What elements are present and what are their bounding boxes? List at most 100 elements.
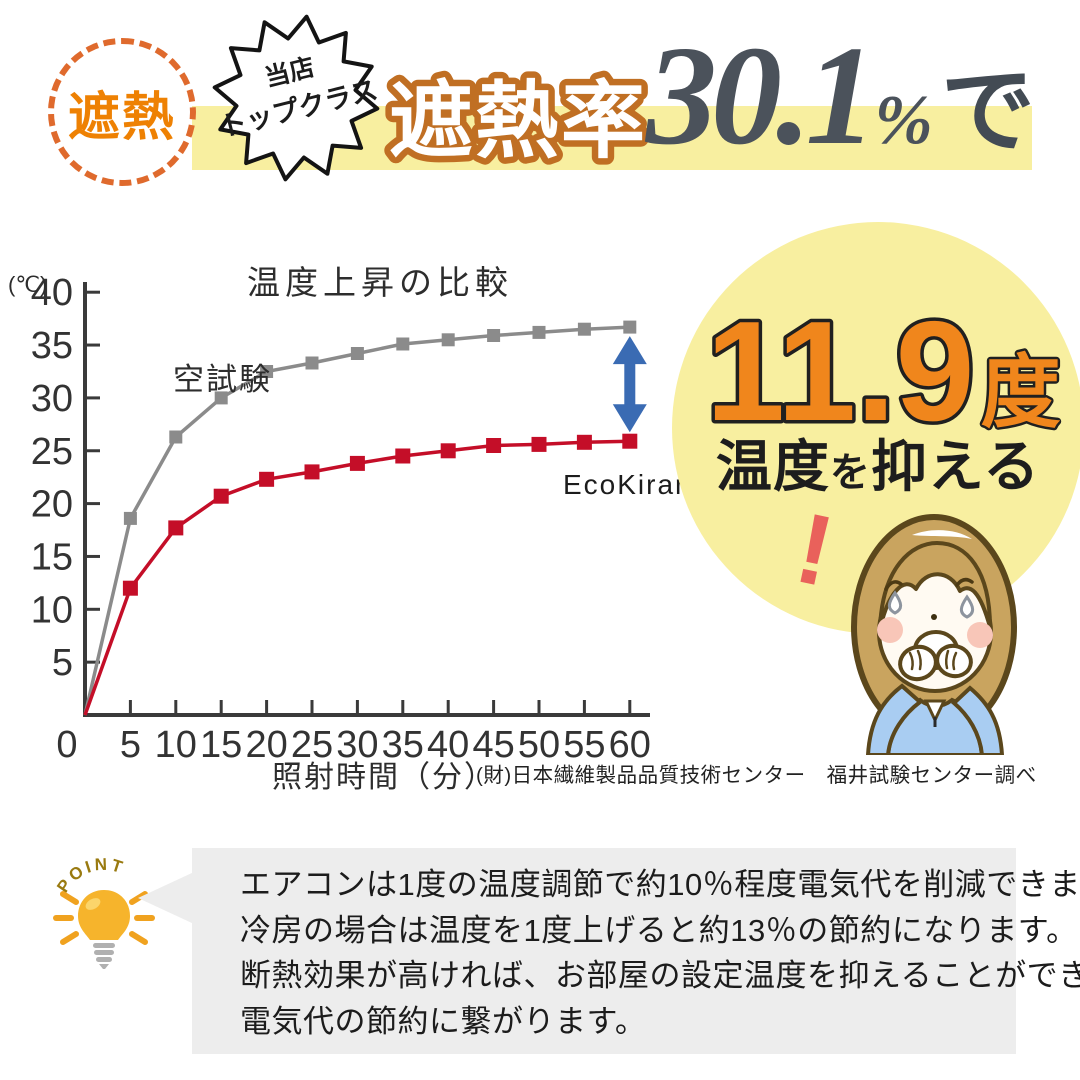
svg-text:45: 45 <box>472 724 514 766</box>
svg-text:0: 0 <box>56 724 77 766</box>
cheek-right <box>967 622 993 648</box>
svg-text:35: 35 <box>382 724 424 766</box>
svg-text:15: 15 <box>31 536 73 578</box>
point-line: エアコンは1度の温度調節で約10％程度電気代を削減できます。 <box>240 867 1080 902</box>
data-marker <box>532 325 546 339</box>
svg-text:30: 30 <box>336 724 378 766</box>
point-line: 電気代の節約に繋がります。 <box>240 1003 647 1039</box>
svg-text:5: 5 <box>52 642 73 684</box>
data-marker <box>123 511 137 525</box>
bulb-base <box>93 943 115 969</box>
outlined-title-text: 遮熱率 <box>389 74 647 168</box>
data-marker <box>305 356 319 370</box>
cheek-left <box>877 617 903 643</box>
data-marker <box>213 488 229 504</box>
y-axis-unit: (℃) <box>8 272 47 297</box>
svg-text:5: 5 <box>120 724 141 766</box>
svg-text:30: 30 <box>31 378 73 420</box>
sweat-drop-right <box>959 594 975 619</box>
series-line <box>83 439 630 716</box>
svg-text:35: 35 <box>31 325 73 367</box>
eyebrow-left <box>884 580 903 591</box>
data-marker <box>122 580 138 596</box>
data-marker <box>304 464 320 480</box>
svg-text:25: 25 <box>291 724 333 766</box>
data-marker <box>350 347 364 360</box>
sleeve-right <box>951 685 1005 755</box>
point-arc-label-text: POINT <box>53 855 124 896</box>
delta-caption: 温度を抑える <box>672 436 1080 498</box>
svg-text:10: 10 <box>31 589 73 631</box>
data-marker <box>486 438 502 453</box>
svg-text:20: 20 <box>31 484 73 526</box>
svg-text:60: 60 <box>609 724 651 766</box>
data-marker <box>168 520 184 536</box>
eyebrow-right <box>955 577 974 587</box>
svg-text:55: 55 <box>563 724 605 766</box>
hair-bangs <box>878 541 992 631</box>
delta-unit: 度 <box>981 348 1061 437</box>
point-box: エアコンは1度の温度調節で約10％程度電気代を削減できます。 冷房の場合は温度を… <box>192 848 1080 1054</box>
svg-text:50: 50 <box>518 724 560 766</box>
delta-value: 11.9度 <box>703 289 1064 455</box>
data-marker <box>487 329 501 342</box>
svg-text:40: 40 <box>31 272 73 314</box>
outlined-title: 遮熱率 <box>383 68 652 173</box>
svg-text:15: 15 <box>200 724 242 766</box>
chart-title: 温度上昇の比較 <box>247 264 513 301</box>
rate-suffix: で <box>940 60 1035 164</box>
rate-unit: % <box>874 82 933 159</box>
arrow-head-up <box>612 336 647 365</box>
rate-value: 30.1 <box>646 16 876 174</box>
svg-text:20: 20 <box>245 724 287 766</box>
caption-part3: 抑える <box>870 435 1041 498</box>
shading-badge-label: 遮熱 <box>67 88 176 147</box>
nose-dot <box>931 614 937 620</box>
svg-text:10: 10 <box>155 724 197 766</box>
arrow-head-down <box>612 404 647 433</box>
x-axis-label: 照射時間（分） <box>272 761 496 794</box>
bulb-shine <box>85 898 101 910</box>
rate-row: 30.1%で <box>646 24 1035 166</box>
source-note: (財)日本繊維製品品質技術センター 福井試験センター調べ <box>476 764 1037 787</box>
data-marker <box>622 433 638 449</box>
sweat-drop-left <box>887 590 903 615</box>
data-marker <box>623 320 637 334</box>
data-marker <box>259 471 275 487</box>
data-marker <box>440 443 456 459</box>
burst-bubble: 当店 トップクラス <box>212 14 381 182</box>
data-marker <box>349 455 365 471</box>
data-marker <box>395 448 411 464</box>
hair-highlight <box>912 530 972 539</box>
data-marker <box>169 430 183 444</box>
caption-part2: を <box>829 451 871 495</box>
delta-value-text: 11.9度 <box>706 292 1061 451</box>
point-arc-label: POINT <box>53 855 127 896</box>
data-marker <box>214 391 228 405</box>
point-line: 冷房の場合は温度を1度上げると約13％の節約になります。 <box>240 912 1078 948</box>
svg-text:25: 25 <box>31 431 73 473</box>
sleeve-left <box>865 683 924 755</box>
caption-part1: 温度 <box>715 435 830 498</box>
data-marker <box>260 365 274 378</box>
shading-badge: 遮熱 <box>48 38 196 186</box>
finger-lines <box>908 649 958 671</box>
bulb-glass <box>78 890 130 940</box>
delta-number: 11.9 <box>706 292 975 451</box>
data-marker <box>576 434 592 450</box>
data-marker <box>577 322 591 336</box>
burst-shape <box>212 14 380 182</box>
series-label-blank-test: 空試験 <box>173 362 272 397</box>
series-line <box>83 325 630 716</box>
data-marker <box>441 333 455 347</box>
svg-text:40: 40 <box>427 724 469 766</box>
data-marker <box>396 337 410 351</box>
collar <box>923 699 947 724</box>
surprised-woman-illustration <box>851 514 1017 755</box>
point-box-pointer <box>138 872 194 924</box>
point-line: 断熱効果が高ければ、お部屋の設定温度を抑えることができ、 <box>240 958 1080 993</box>
data-marker <box>531 436 547 452</box>
